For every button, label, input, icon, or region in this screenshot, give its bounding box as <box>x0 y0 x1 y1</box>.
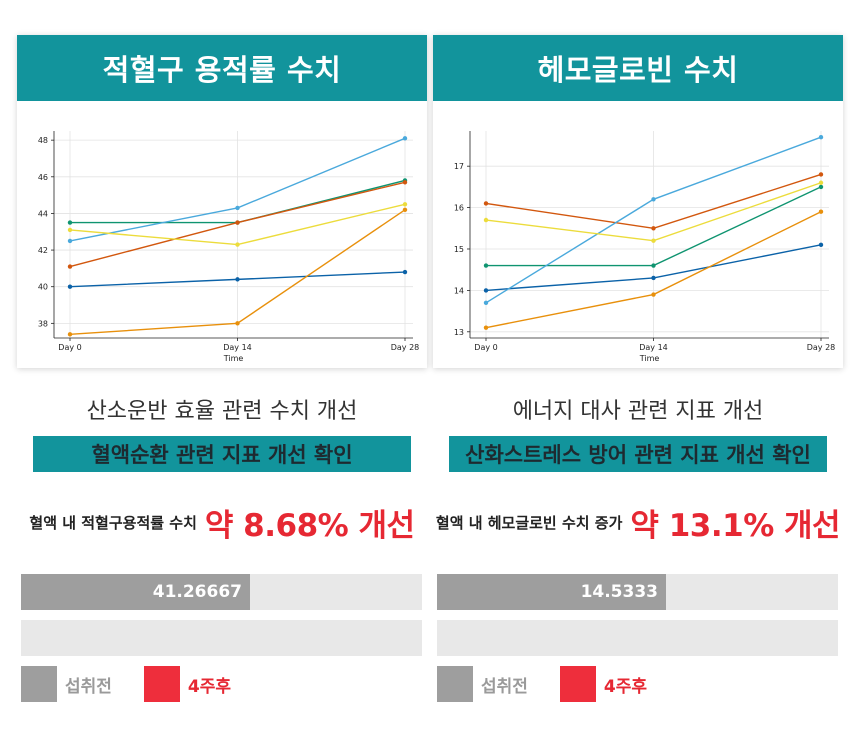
legend-before-label: 섭취전 <box>65 676 112 697</box>
hemoglobin-highlight-band: 산화스트레스 방어 관련 지표 개선 확인 <box>449 436 827 472</box>
data-point-s4 <box>818 172 824 177</box>
legend-after-swatch <box>143 666 180 702</box>
y-tick-label: 46 <box>38 173 48 182</box>
hematocrit-highlight-band: 혈액순환 관련 지표 개선 확인 <box>33 436 411 472</box>
data-point-s5 <box>818 135 824 140</box>
data-point-s6 <box>483 217 489 223</box>
data-point-s4 <box>67 264 73 269</box>
data-point-s1 <box>651 275 656 281</box>
legend-before-label: 섭취전 <box>481 676 528 697</box>
y-tick-label: 16 <box>454 204 464 213</box>
hemoglobin-subtitle: 에너지 대사 관련 지표 개선 <box>512 399 764 424</box>
data-point-s6 <box>67 227 73 233</box>
data-point-s1 <box>483 288 489 293</box>
data-point-s5 <box>67 238 73 244</box>
x-tick-label: Day 28 <box>391 343 420 352</box>
data-point-s1 <box>67 284 73 289</box>
x-tick-label: Day 28 <box>807 343 836 352</box>
y-tick-label: 13 <box>454 328 464 337</box>
hemoglobin-improvement-label: 혈액 내 헤모글로빈 수치 증가 <box>435 514 623 532</box>
hematocrit-card: 적혈구 용적률 수치 38 40 42 44 46 48 Day 0 Day 14 Day 28… <box>17 35 427 368</box>
data-point-s3 <box>651 263 656 268</box>
data-point-s3 <box>818 184 824 190</box>
hematocrit-after-bar-track <box>21 620 422 656</box>
data-point-s6 <box>818 180 824 185</box>
data-point-s1 <box>402 269 408 275</box>
data-point-s2 <box>651 292 656 297</box>
x-tick-label: Day 0 <box>474 343 497 352</box>
y-tick-label: 38 <box>38 319 48 328</box>
legend-after-label: 4주후 <box>603 676 648 697</box>
y-tick-label: 42 <box>38 246 48 255</box>
data-point-s6 <box>235 242 240 247</box>
hematocrit-legend: 섭취전 4주후 <box>21 666 231 702</box>
data-point-s4 <box>651 226 656 231</box>
data-point-s5 <box>483 300 489 306</box>
hemoglobin-card: 헤모글로빈 수치 13 14 15 16 17 Day 0 Day 14 Day 28 Time <box>433 35 843 368</box>
hematocrit-improvement-value: 약 8.68% 개선 <box>204 508 415 544</box>
data-point-s1 <box>818 242 824 248</box>
hematocrit-subtitle: 산소운반 효율 관련 수치 개선 <box>86 399 358 424</box>
x-tick-label: Day 0 <box>58 343 81 352</box>
hemoglobin-chart: 13 14 15 16 17 Day 0 Day 14 Day 28 Time <box>433 101 843 368</box>
data-point-s4 <box>402 180 408 185</box>
x-tick-label: Day 14 <box>639 343 668 352</box>
data-point-s2 <box>235 321 240 326</box>
hemoglobin-title: 헤모글로빈 수치 <box>433 35 843 101</box>
y-tick-label: 14 <box>454 286 464 295</box>
y-tick-label: 40 <box>38 283 48 292</box>
hemoglobin-before-bar-track: 14.5333 <box>437 574 838 610</box>
hematocrit-title: 적혈구 용적률 수치 <box>17 35 427 101</box>
data-point-s5 <box>235 205 240 211</box>
hemoglobin-before-bar: 14.5333 <box>437 574 666 610</box>
legend-before-swatch <box>21 666 57 702</box>
data-point-s3 <box>483 263 489 268</box>
data-point-s4 <box>235 220 240 225</box>
hematocrit-line-chart: 38 40 42 44 46 48 Day 0 Day 14 Day 28 Time <box>38 131 420 363</box>
data-point-s2 <box>402 207 408 212</box>
x-axis-label: Time <box>223 354 244 363</box>
data-point-s1 <box>235 277 240 282</box>
hemoglobin-improvement: 혈액 내 헤모글로빈 수치 증가 약 13.1% 개선 <box>433 500 843 545</box>
data-point-s5 <box>402 136 408 141</box>
data-point-s2 <box>483 325 489 330</box>
x-axis-label: Time <box>639 354 660 363</box>
y-tick-label: 17 <box>454 162 464 171</box>
hemoglobin-improvement-value: 약 13.1% 개선 <box>630 508 841 544</box>
hematocrit-chart: 38 40 42 44 46 48 Day 0 Day 14 Day 28 Time <box>17 101 427 368</box>
hemoglobin-line-chart: 13 14 15 16 17 Day 0 Day 14 Day 28 Time <box>454 131 836 363</box>
data-point-s5 <box>651 197 656 202</box>
y-tick-label: 15 <box>454 245 464 254</box>
data-point-s4 <box>483 201 489 206</box>
hematocrit-before-bar-track: 41.26667 <box>21 574 422 610</box>
data-point-s3 <box>67 220 73 225</box>
x-tick-label: Day 14 <box>223 343 252 352</box>
hematocrit-before-bar: 41.26667 <box>21 574 250 610</box>
data-point-s2 <box>67 332 73 337</box>
data-point-s6 <box>651 238 656 243</box>
hemoglobin-legend: 섭취전 4주후 <box>437 666 647 702</box>
hemoglobin-after-bar-track <box>437 620 838 656</box>
data-point-s6 <box>402 202 408 207</box>
legend-before-swatch <box>437 666 473 702</box>
hematocrit-improvement: 혈액 내 적혈구용적률 수치 약 8.68% 개선 <box>17 500 427 545</box>
hematocrit-improvement-label: 혈액 내 적혈구용적률 수치 <box>29 514 197 532</box>
legend-after-swatch <box>559 666 596 702</box>
data-point-s2 <box>818 209 824 214</box>
legend-after-label: 4주후 <box>187 676 232 697</box>
y-tick-label: 44 <box>38 209 48 218</box>
y-tick-label: 48 <box>38 136 48 145</box>
